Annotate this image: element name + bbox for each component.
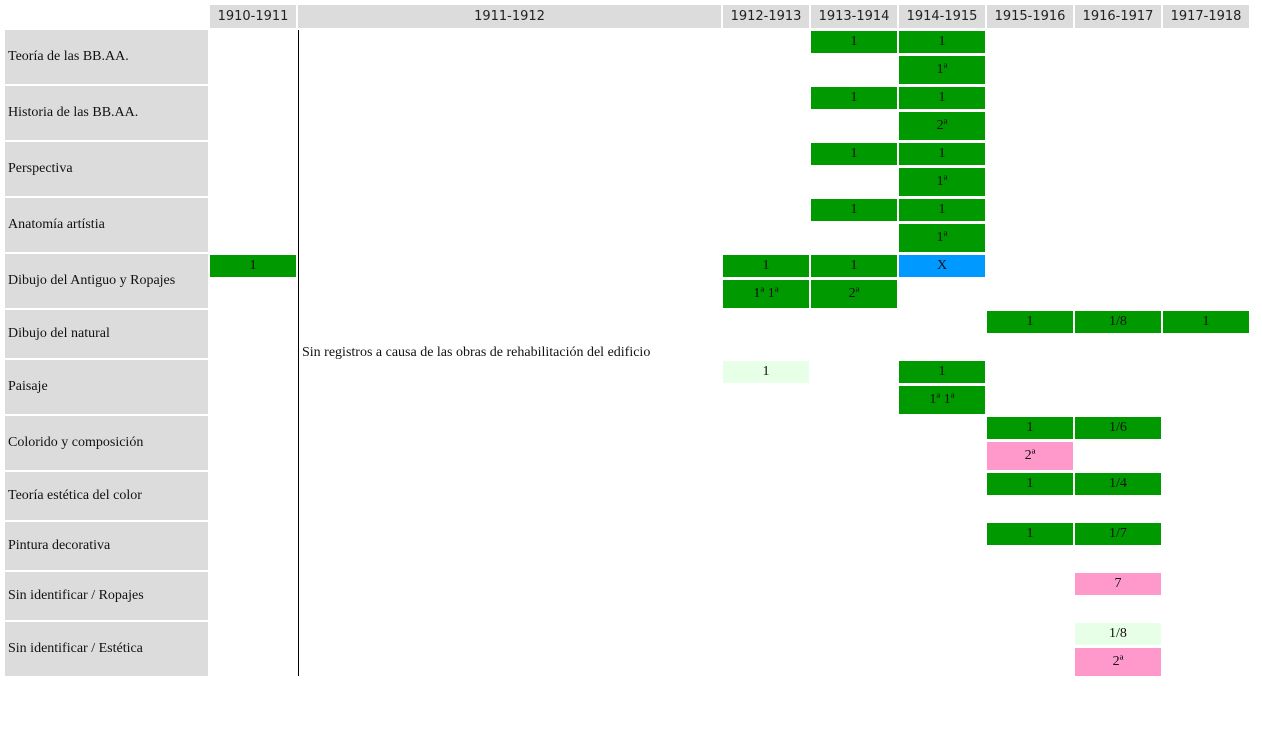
cell: 1 [899, 31, 985, 53]
row-label: Perspectiva [5, 142, 208, 196]
cell: 1 [899, 199, 985, 221]
cell: 1 [899, 87, 985, 109]
column-header: 1917-1918 [1163, 5, 1249, 28]
row-label: Teoría estética del color [5, 472, 208, 520]
cell: 1 [987, 523, 1073, 545]
cell: 1/7 [1075, 523, 1161, 545]
cell: 1 [811, 31, 897, 53]
cell: 1ª 1ª [899, 386, 985, 414]
cell: 2ª [987, 442, 1073, 470]
row-label: Pintura decorativa [5, 522, 208, 570]
row-label: Anatomía artístia [5, 198, 208, 252]
cell: 1ª [899, 168, 985, 196]
cell: 1/6 [1075, 417, 1161, 439]
row-label: Teoría de las BB.AA. [5, 30, 208, 84]
cell: 1 [987, 311, 1073, 333]
note: Sin registros a causa de las obras de re… [302, 345, 651, 360]
column-header: 1915-1916 [987, 5, 1073, 28]
cell: 1/8 [1075, 623, 1161, 645]
cell: 1ª [899, 224, 985, 252]
column-header: 1913-1914 [811, 5, 897, 28]
cell: 2ª [811, 280, 897, 308]
cell: 1 [987, 417, 1073, 439]
row-label: Dibujo del natural [5, 310, 208, 358]
column-header: 1911-1912 [298, 5, 721, 28]
row-label: Paisaje [5, 360, 208, 414]
cell: 1 [987, 473, 1073, 495]
cell: 1ª [899, 56, 985, 84]
column-header: 1910-1911 [210, 5, 296, 28]
row-label: Colorido y composición [5, 416, 208, 470]
cell: 1/8 [1075, 311, 1161, 333]
cell: 1/4 [1075, 473, 1161, 495]
row-label: Historia de las BB.AA. [5, 86, 208, 140]
divider-line [298, 30, 299, 676]
row-label: Dibujo del Antiguo y Ropajes [5, 254, 208, 308]
column-header: 1916-1917 [1075, 5, 1161, 28]
column-header: 1914-1915 [899, 5, 985, 28]
cell: 1 [723, 361, 809, 383]
cell: 2ª [899, 112, 985, 140]
row-label: Sin identificar / Ropajes [5, 572, 208, 620]
cell: 1 [899, 361, 985, 383]
cell: 1 [811, 199, 897, 221]
cell: 2ª [1075, 648, 1161, 676]
column-header: 1912-1913 [723, 5, 809, 28]
cell: 1ª 1ª [723, 280, 809, 308]
cell: X [899, 255, 985, 277]
cell: 1 [811, 255, 897, 277]
cell: 1 [210, 255, 296, 277]
cell: 7 [1075, 573, 1161, 595]
cell: 1 [899, 143, 985, 165]
cell: 1 [811, 143, 897, 165]
cell: 1 [811, 87, 897, 109]
cell: 1 [723, 255, 809, 277]
cell: 1 [1163, 311, 1249, 333]
row-label: Sin identificar / Estética [5, 622, 208, 676]
